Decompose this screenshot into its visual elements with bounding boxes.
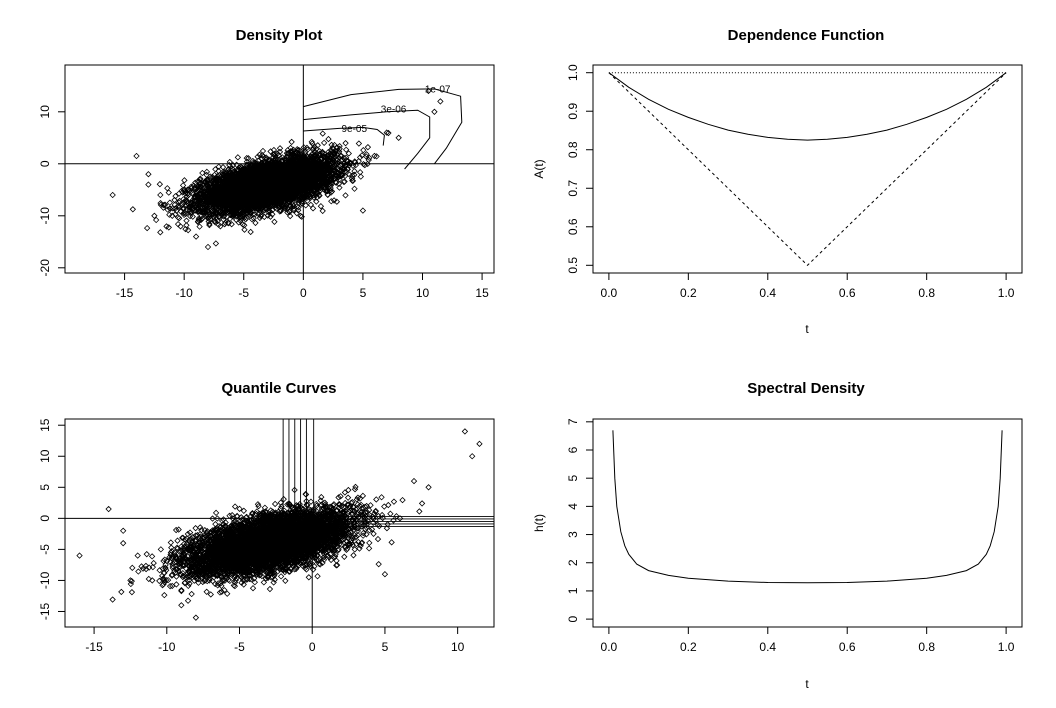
data-point: [276, 145, 284, 152]
data-point: [271, 218, 278, 225]
density-plot-points: [109, 87, 444, 251]
data-point: [181, 177, 188, 184]
data-point: [212, 240, 220, 247]
data-point: [325, 135, 332, 143]
data-point: [143, 224, 151, 232]
density-plot-title: Density Plot: [236, 27, 323, 44]
data-point: [364, 143, 372, 151]
data-point: [288, 138, 295, 146]
data-point: [371, 152, 378, 160]
data-point: [320, 139, 328, 147]
data-point: [314, 142, 321, 149]
data-point: [283, 150, 291, 157]
data-point: [290, 205, 298, 213]
data-point: [360, 146, 367, 154]
data-point: [357, 173, 364, 180]
data-point: [328, 198, 335, 205]
data-point: [351, 185, 358, 192]
data-point: [165, 224, 172, 231]
data-point: [157, 229, 164, 236]
data-point: [342, 192, 349, 199]
data-point: [295, 204, 302, 211]
data-point: [129, 206, 137, 213]
data-point: [234, 154, 242, 161]
density-plot-panel: Density Plot -15 -10 -5 0 5 10 15 -20 -1…: [38, 27, 495, 300]
data-point: [156, 181, 164, 188]
data-point: [333, 198, 341, 205]
data-point: [357, 169, 364, 176]
data-point: [180, 209, 187, 217]
data-point: [166, 199, 174, 206]
data-point: [247, 228, 254, 236]
data-point: [319, 130, 326, 137]
data-point: [196, 223, 203, 230]
